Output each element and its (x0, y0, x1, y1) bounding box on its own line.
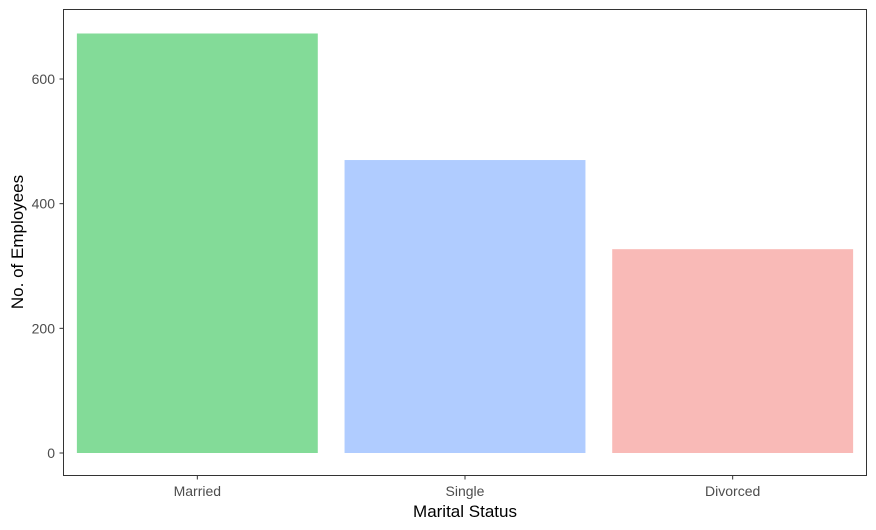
x-tick-label: Married (174, 483, 221, 499)
y-tick-label: 400 (32, 196, 56, 212)
y-axis-title: No. of Employees (8, 175, 27, 309)
bar-single (344, 160, 586, 454)
bar-married (76, 33, 318, 453)
y-axis-ticks: 0 200 400 600 (32, 71, 64, 461)
x-tick-label: Single (446, 483, 485, 499)
y-tick-label: 600 (32, 71, 56, 87)
x-axis-ticks: Married Single Divorced (174, 475, 760, 499)
y-tick-label: 0 (47, 445, 55, 461)
bar-divorced (612, 249, 854, 453)
y-tick-label: 200 (32, 320, 56, 336)
bars-group (76, 33, 854, 454)
x-tick-label: Divorced (705, 483, 760, 499)
x-axis-title: Marital Status (413, 502, 517, 521)
